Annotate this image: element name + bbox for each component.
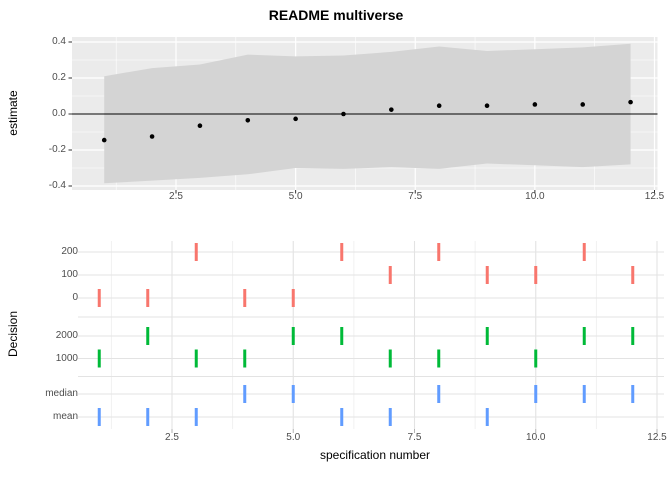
decision-mark-200 xyxy=(340,243,344,261)
decision-mark-1000 xyxy=(243,349,247,368)
estimate-point xyxy=(245,118,251,123)
decision-mark-0 xyxy=(243,289,247,307)
decision-x-tick-label: 2.5 xyxy=(165,432,179,443)
decision-mark-2000 xyxy=(631,327,635,345)
decision-row-label: 0 xyxy=(72,292,78,303)
decision-mark-100 xyxy=(534,266,538,284)
decision-mark-0 xyxy=(291,289,295,307)
estimate-point xyxy=(484,103,490,109)
decision-mark-mean xyxy=(388,408,392,426)
estimate-y-tick-label: 0.0 xyxy=(52,108,66,119)
estimate-y-tick-label: -0.2 xyxy=(48,144,66,155)
decision-mark-median xyxy=(291,385,295,403)
estimate-point xyxy=(389,107,394,112)
decision-mark-median xyxy=(243,385,247,403)
decision-x-tick-label: 12.5 xyxy=(647,432,667,443)
decision-x-tick-label: 5.0 xyxy=(286,432,301,443)
decision-mark-2000 xyxy=(485,327,489,345)
decision-mark-100 xyxy=(631,266,635,284)
estimate-point xyxy=(580,102,586,107)
estimate-point xyxy=(293,116,298,122)
decision-mark-2000 xyxy=(146,327,150,345)
chart-title: README multiverse xyxy=(268,7,404,23)
decision-x-tick-label: 7.5 xyxy=(407,432,422,443)
decision-mark-1000 xyxy=(194,349,198,368)
estimate-point xyxy=(341,111,346,117)
decision-mark-2000 xyxy=(582,327,586,345)
decision-mark-1000 xyxy=(388,349,392,368)
decision-row-label: mean xyxy=(52,411,78,422)
x-axis-title: specification number xyxy=(319,448,431,462)
estimate-point xyxy=(532,102,538,107)
estimate-point xyxy=(197,123,203,128)
decision-mark-mean xyxy=(194,408,198,426)
decision-mark-median xyxy=(437,385,441,403)
decision-mark-200 xyxy=(437,243,441,261)
decision-mark-median xyxy=(631,385,635,403)
decision-row-label: 2000 xyxy=(55,330,78,341)
decision-mark-1000 xyxy=(437,349,441,368)
estimate-x-tick-label: 10.0 xyxy=(525,191,545,202)
decision-mark-200 xyxy=(582,243,586,261)
decision-mark-0 xyxy=(146,289,150,307)
estimate-y-tick-label: 0.4 xyxy=(52,36,66,47)
decision-mark-200 xyxy=(194,243,198,261)
decision-mark-median xyxy=(534,385,538,403)
estimate-x-tick-label: 12.5 xyxy=(644,191,665,202)
decision-mark-1000 xyxy=(534,349,538,368)
estimate-y-tick-label: -0.4 xyxy=(48,180,66,191)
estimate-axis-title: estimate xyxy=(6,90,20,136)
decision-row-label: 100 xyxy=(61,269,78,280)
decision-mark-mean xyxy=(485,408,489,426)
decision-mark-mean xyxy=(340,408,344,426)
estimate-y-tick-label: 0.2 xyxy=(52,72,66,83)
estimate-point xyxy=(101,137,107,143)
decision-mark-1000 xyxy=(97,349,101,368)
estimate-x-tick-label: 7.5 xyxy=(408,191,423,202)
estimate-point xyxy=(149,134,155,139)
decision-mark-mean xyxy=(97,408,101,426)
decision-mark-mean xyxy=(146,408,150,426)
decision-mark-100 xyxy=(388,266,392,284)
decision-row-label: 1000 xyxy=(55,352,78,364)
estimate-point xyxy=(436,103,442,109)
estimate-x-tick-label: 5.0 xyxy=(288,191,303,202)
decision-axis-title: Decision xyxy=(6,310,20,358)
decision-mark-2000 xyxy=(291,327,295,345)
estimate-point xyxy=(628,99,633,105)
decision-mark-2000 xyxy=(340,327,344,345)
decision-mark-median xyxy=(582,385,586,403)
decision-x-tick-label: 10.0 xyxy=(526,432,546,443)
decision-row-label: median xyxy=(45,388,78,399)
decision-row-label: 200 xyxy=(61,246,78,257)
decision-mark-100 xyxy=(485,266,489,284)
decision-mark-0 xyxy=(97,289,101,307)
estimate-x-tick-label: 2.5 xyxy=(169,191,183,202)
